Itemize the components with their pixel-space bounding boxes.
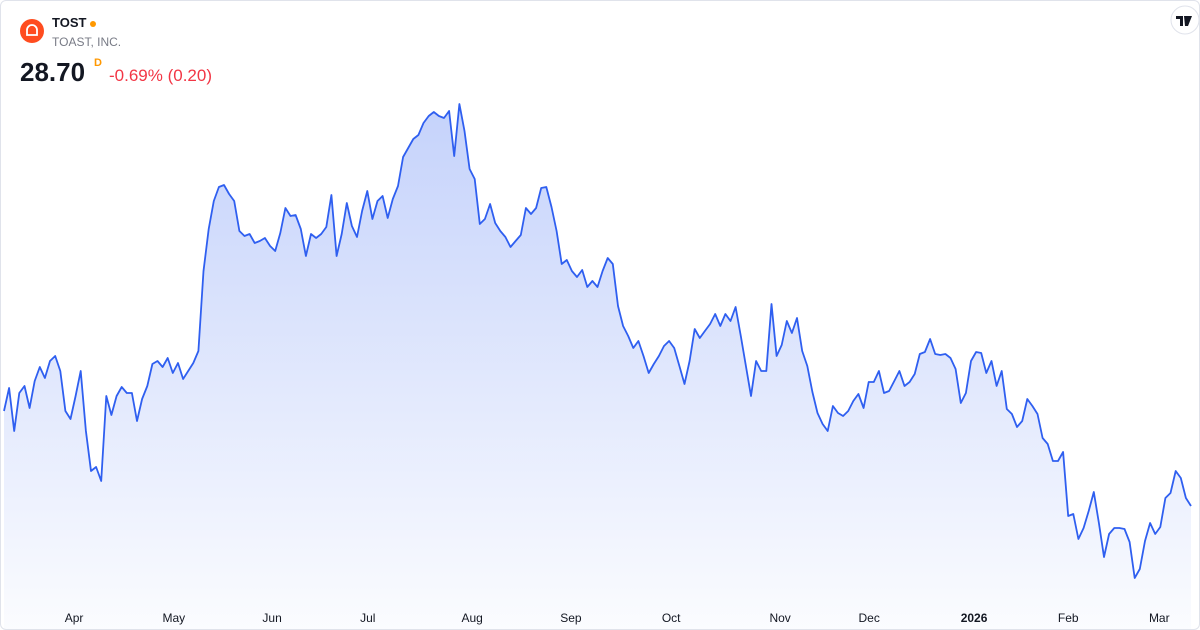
tv-logo[interactable] (1170, 5, 1199, 35)
x-tick-label: Jul (360, 611, 375, 625)
x-tick-label: Dec (859, 611, 880, 625)
price-line (3, 103, 1192, 579)
x-tick-label: Sep (560, 611, 582, 625)
company-name: TOAST, INC. (52, 35, 122, 49)
interval: D (94, 57, 102, 69)
x-tick-label: Nov (769, 611, 790, 625)
x-tick-label: Aug (461, 611, 482, 625)
x-tick-label: Mar (1149, 611, 1170, 625)
area-fill (4, 104, 1191, 629)
change: -0.69% (0.20) (109, 66, 212, 85)
symbol: TOST (52, 15, 97, 30)
x-tick-label: May (163, 611, 186, 625)
symbol-text: TOST (52, 15, 87, 30)
x-tick-label: Feb (1058, 611, 1079, 625)
logo (20, 19, 44, 43)
x-tick-label: 2026 (961, 611, 988, 625)
x-tick-label: Oct (662, 611, 681, 625)
price: 28.70 (20, 57, 86, 87)
x-tick-label: Jun (262, 611, 281, 625)
x-tick-label: Apr (65, 611, 84, 625)
status-dot (90, 20, 97, 27)
